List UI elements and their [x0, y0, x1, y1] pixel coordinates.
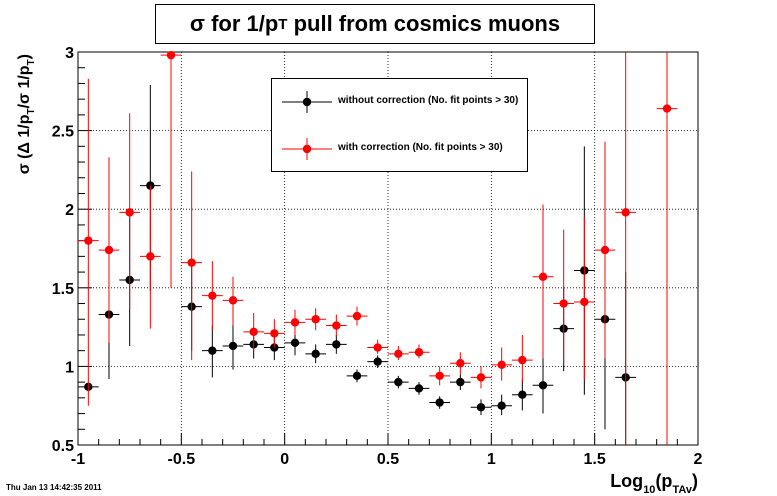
data-point — [208, 346, 217, 355]
data-point — [621, 208, 630, 217]
x-tick-label: 1 — [487, 451, 496, 468]
data-point — [497, 360, 506, 370]
data-point — [435, 398, 444, 407]
y-axis-title-part: ) — [16, 54, 33, 59]
x-tick-label: -1 — [71, 451, 85, 468]
legend-label-without-correction: without correction (No. fit points > 30) — [338, 95, 519, 106]
data-point — [518, 355, 527, 365]
data-point — [538, 272, 548, 281]
y-tick-label: 2 — [65, 202, 74, 219]
data-point — [373, 357, 382, 366]
data-point — [559, 299, 568, 308]
data-point — [394, 377, 403, 387]
y-axis-title-sub: T — [26, 59, 37, 65]
data-point — [332, 321, 341, 330]
legend-marker-red — [282, 138, 332, 160]
x-axis-title-part: Log — [610, 471, 643, 491]
y-tick-label: 1.5 — [52, 281, 74, 298]
data-point — [538, 381, 548, 390]
y-tick-label: 2.5 — [52, 124, 74, 141]
data-point — [662, 104, 672, 113]
data-point — [600, 245, 610, 255]
x-axis-title-part: (p — [655, 471, 672, 491]
data-point — [497, 401, 506, 410]
data-point — [84, 236, 93, 245]
y-axis-title-sub: T — [26, 108, 37, 114]
data-point — [311, 349, 320, 359]
chart-title-subscript: T — [278, 15, 288, 33]
chart-title-main: σ for 1/p — [189, 11, 279, 36]
x-tick-label: 0.5 — [377, 451, 399, 468]
legend-entry-without-correction: without correction (No. fit points > 30) — [278, 87, 524, 117]
legend-label-with-correction: with correction (No. fit points > 30) — [338, 142, 503, 153]
y-tick-label: 1 — [65, 359, 74, 376]
data-point — [187, 258, 196, 267]
legend-marker-black — [282, 91, 332, 113]
data-point — [456, 377, 465, 387]
x-tick-label: 1.5 — [584, 451, 606, 468]
data-point — [104, 245, 114, 255]
x-axis-title: Log10(pTAv) — [610, 471, 698, 496]
data-point — [580, 297, 589, 307]
data-point — [311, 315, 320, 324]
data-point — [249, 327, 258, 337]
x-axis-title-sub: TAv — [672, 484, 692, 496]
timestamp: Thu Jan 13 14:42:35 2011 — [6, 483, 102, 492]
x-tick-label: -0.5 — [168, 451, 196, 468]
x-tick-label: 0 — [280, 451, 289, 468]
data-point — [435, 371, 444, 381]
data-point — [373, 343, 382, 352]
y-tick-label: 0.5 — [52, 438, 74, 455]
data-point — [476, 403, 486, 412]
data-point — [270, 329, 279, 338]
data-point — [228, 341, 238, 351]
x-axis-title-part: ) — [692, 471, 698, 491]
x-tick-label: 2 — [694, 451, 703, 468]
y-tick-label: 3 — [65, 45, 74, 62]
data-point — [166, 50, 176, 60]
data-point — [456, 359, 465, 368]
data-point — [352, 371, 362, 381]
data-point — [476, 373, 486, 382]
data-point — [208, 291, 217, 300]
data-point — [414, 348, 424, 357]
x-axis-title-sub: 10 — [643, 484, 655, 496]
legend: without correction (No. fit points > 30)… — [271, 78, 528, 172]
chart-title: σ for 1/p T pull from cosmics muons — [155, 4, 595, 44]
series-1 — [78, 50, 678, 445]
data-point — [125, 208, 134, 217]
data-point — [394, 349, 403, 359]
y-axis-title-part: /σ 1/p — [16, 65, 33, 108]
data-point — [332, 340, 341, 349]
y-axis-title: σ (Δ 1/pT/σ 1/pT) — [16, 54, 37, 174]
data-point — [518, 390, 527, 399]
data-point — [352, 311, 362, 321]
y-axis-title-part: σ (Δ 1/p — [16, 114, 33, 174]
data-point — [146, 252, 155, 261]
data-point — [228, 296, 238, 305]
data-point — [290, 338, 300, 348]
legend-entry-with-correction: with correction (No. fit points > 30) — [278, 134, 524, 164]
chart-title-rest: pull from cosmics muons — [287, 11, 561, 36]
data-point — [290, 318, 300, 327]
data-point — [414, 384, 424, 393]
